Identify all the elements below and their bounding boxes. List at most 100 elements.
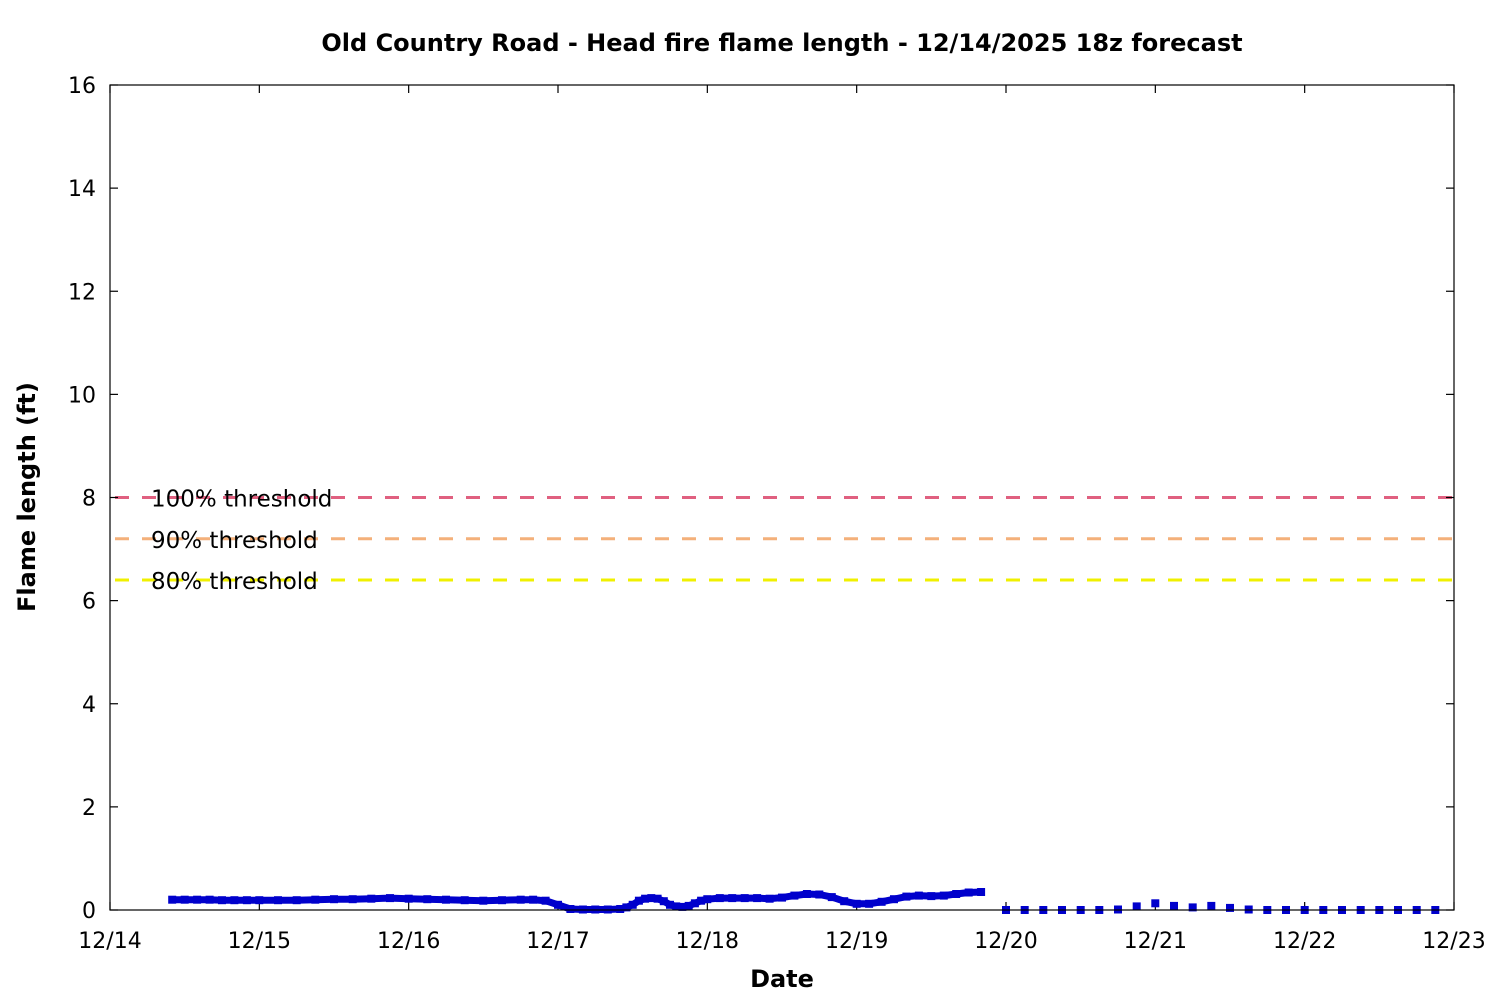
data-point — [827, 893, 836, 902]
x-tick-label: 12/14 — [78, 929, 141, 954]
data-point — [1151, 899, 1160, 908]
threshold-label: 90% threshold — [151, 528, 318, 554]
data-point — [205, 895, 214, 904]
data-point — [672, 902, 681, 911]
data-point — [840, 897, 849, 906]
data-point — [218, 896, 226, 905]
y-tick-label: 10 — [68, 383, 96, 408]
data-point — [802, 890, 811, 898]
data-point — [890, 895, 898, 904]
data-point — [1132, 902, 1141, 911]
y-tick-label: 8 — [82, 487, 96, 512]
data-point — [628, 900, 637, 909]
x-tick-label: 12/20 — [974, 929, 1037, 954]
data-point — [666, 900, 674, 909]
data-point — [852, 899, 861, 908]
x-tick-label: 12/15 — [228, 929, 291, 954]
y-tick-labels: 0 2 4 6 8 10 12 14 16 — [68, 74, 96, 924]
data-point — [977, 888, 986, 896]
data-point — [622, 903, 631, 912]
data-point — [242, 896, 251, 905]
data-point — [927, 892, 936, 901]
data-point — [1226, 903, 1234, 912]
data-point — [423, 895, 432, 904]
data-point — [554, 900, 562, 909]
data-point — [647, 894, 656, 903]
data-point — [348, 895, 357, 904]
data-point — [641, 894, 650, 903]
x-tick-label: 12/17 — [526, 929, 589, 954]
data-point — [765, 894, 774, 903]
data-point — [697, 896, 706, 905]
x-tick-labels: 12/14 12/15 12/16 12/17 12/18 12/19 12/20 12/21… — [78, 929, 1485, 954]
x-tick-label: 12/23 — [1422, 929, 1485, 954]
threshold-lines — [115, 496, 1454, 582]
data-point — [516, 895, 525, 904]
x-tick-label: 12/19 — [825, 929, 888, 954]
y-tick-label: 12 — [68, 280, 96, 305]
y-tick-label: 16 — [68, 74, 96, 99]
plot-frame — [109, 84, 1455, 911]
data-point — [479, 896, 488, 905]
data-point — [703, 895, 712, 904]
data-point — [865, 899, 874, 908]
data-point — [566, 905, 575, 913]
threshold-label: 100% threshold — [151, 487, 332, 513]
data-point — [541, 896, 550, 905]
data-point — [274, 896, 282, 905]
y-tick-label: 4 — [82, 693, 96, 718]
x-tick-label: 12/21 — [1124, 929, 1187, 954]
data-point — [902, 892, 911, 901]
data-point — [1170, 901, 1178, 910]
data-point — [180, 895, 189, 904]
data-point — [939, 891, 948, 900]
data-point — [255, 896, 264, 905]
data-point — [952, 890, 961, 898]
y-tick-label: 14 — [68, 177, 96, 202]
data-point — [684, 901, 693, 910]
data-point — [740, 894, 749, 903]
data-point — [330, 895, 338, 904]
data-point — [728, 894, 737, 903]
x-tick-label: 12/22 — [1273, 929, 1336, 954]
data-point — [634, 896, 643, 905]
data-point — [815, 890, 824, 899]
data-point — [753, 894, 762, 903]
y-tick-label: 6 — [82, 590, 96, 615]
data-point — [1188, 903, 1197, 912]
data-point — [442, 895, 450, 904]
chart-title: Old Country Road - Head fire flame lengt… — [321, 29, 1242, 57]
data-point — [404, 894, 413, 903]
x-tick-label: 12/18 — [676, 929, 739, 954]
data-point — [367, 894, 376, 903]
y-axis-label: Flame length (ft) — [13, 382, 41, 612]
data-point — [964, 888, 973, 897]
data-point — [790, 891, 799, 900]
data-point — [386, 894, 394, 903]
data-point — [292, 896, 301, 905]
data-point — [715, 894, 724, 903]
data-point — [168, 895, 177, 904]
data-point — [653, 894, 662, 903]
y-tick-label: 0 — [82, 899, 96, 924]
data-point — [778, 893, 786, 902]
y-tick-label: 2 — [82, 796, 96, 821]
data-point — [311, 895, 320, 904]
data-point — [659, 897, 668, 906]
data-point — [193, 895, 202, 904]
data-point — [460, 896, 469, 905]
x-tick-label: 12/16 — [377, 929, 440, 954]
data-point — [690, 899, 699, 908]
x-axis-label: Date — [750, 965, 814, 993]
threshold-label: 80% threshold — [151, 569, 318, 595]
data-point — [529, 895, 538, 904]
data-point — [1207, 901, 1216, 910]
data-point — [616, 905, 625, 913]
data-point — [877, 897, 886, 906]
data-point — [498, 896, 506, 905]
data-point — [914, 891, 923, 900]
threshold-labels: 100% threshold 90% threshold 80% threshold — [151, 487, 332, 596]
data-point — [230, 896, 239, 905]
